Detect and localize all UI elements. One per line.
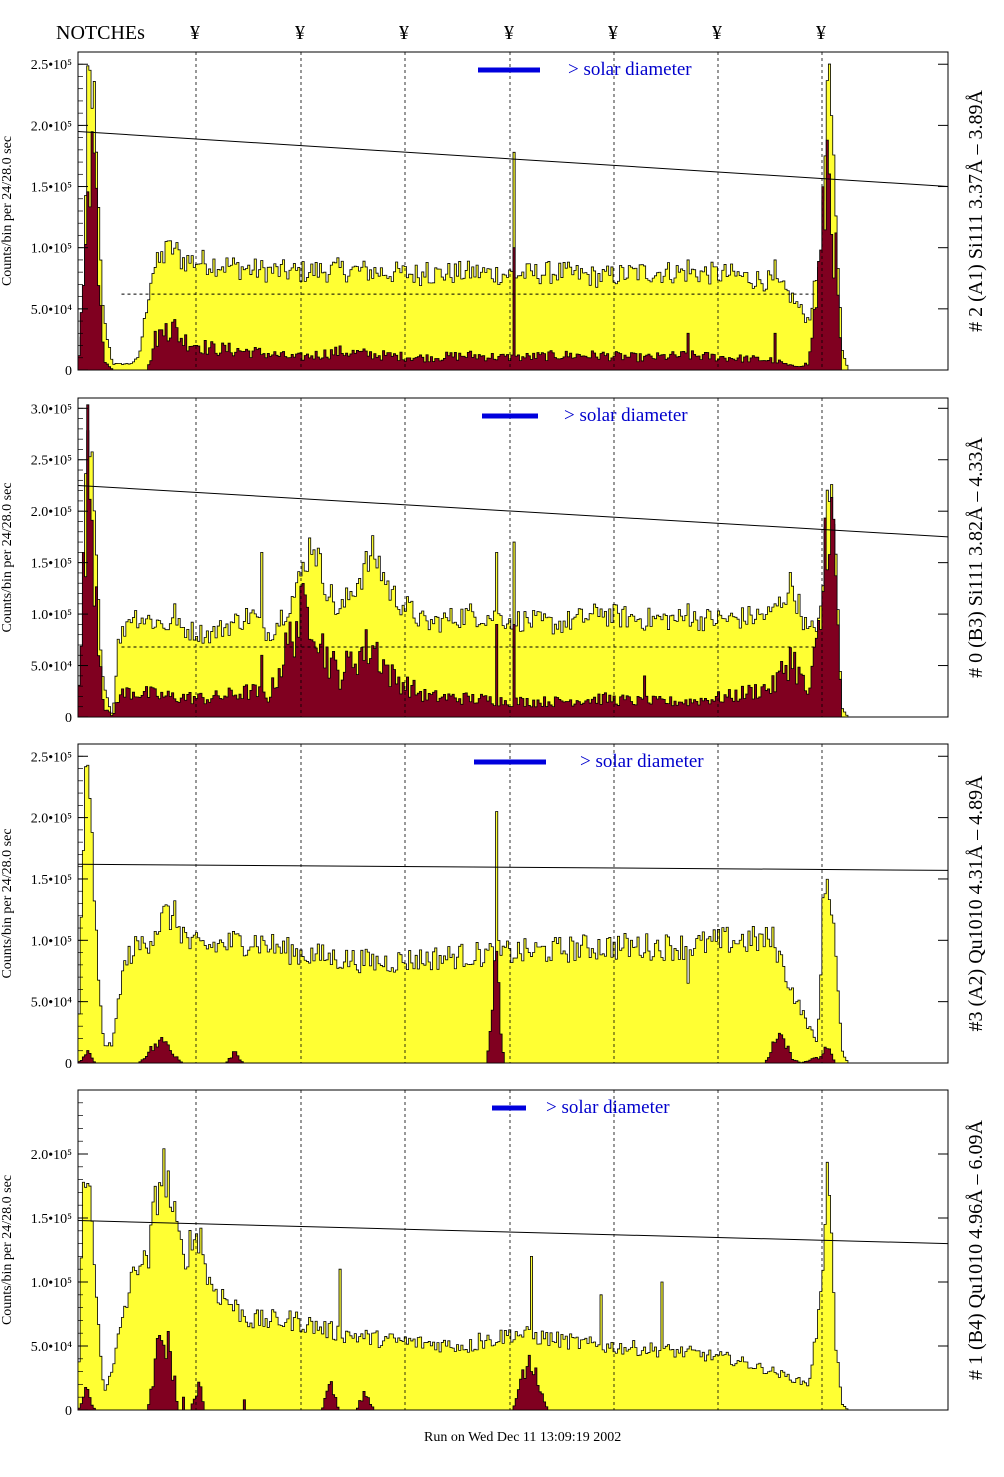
panel-label: #3 (A2) Qu1010 4.31Å – 4.89Å bbox=[965, 775, 987, 1032]
notch-marker: ¥ bbox=[608, 22, 618, 44]
y-tick-label: 2.5•10⁵ bbox=[31, 58, 72, 73]
y-tick-label: 1.0•10⁵ bbox=[31, 242, 72, 257]
y-tick-label: 1.0•10⁵ bbox=[31, 934, 72, 949]
series-clean-area bbox=[77, 404, 948, 718]
panel-3: 0 5.0•10⁴ 1.0•10⁵ 1.5•10⁵ 2.0•10⁵ Counts/bin … bbox=[0, 1089, 987, 1419]
y-tick-label: 2.0•10⁵ bbox=[31, 505, 72, 520]
notches-label: NOTCHEs bbox=[56, 22, 145, 44]
y-tick-label: 3.0•10⁵ bbox=[31, 402, 72, 417]
y-tick-label: 5.0•10⁴ bbox=[31, 660, 72, 675]
y-tick-label: 1.0•10⁵ bbox=[31, 1276, 72, 1291]
panel-1: 0 5.0•10⁴ 1.0•10⁵ 1.5•10⁵ 2.0•10⁵ 2.5•10⁵ 3.0•… bbox=[0, 397, 987, 726]
panel-0: 0 5.0•10⁴ 1.0•10⁵ 1.5•10⁵ 2.0•10⁵ 2.5•10⁵ Coun… bbox=[0, 51, 987, 379]
legend-text: > solar diameter bbox=[546, 1097, 670, 1118]
legend-text: > solar diameter bbox=[564, 405, 688, 426]
y-tick-label: 0 bbox=[65, 1057, 72, 1072]
y-tick-label: 1.5•10⁵ bbox=[31, 873, 72, 888]
legend-text: > solar diameter bbox=[580, 751, 704, 772]
series-total-area bbox=[77, 1148, 948, 1411]
series-total-area bbox=[77, 764, 948, 1064]
y-tick-label: 5.0•10⁴ bbox=[31, 996, 72, 1011]
sensitivity-line bbox=[77, 484, 949, 538]
y-tick-label: 0 bbox=[65, 711, 72, 726]
y-tick-label: 1.0•10⁵ bbox=[31, 608, 72, 623]
notch-marker: ¥ bbox=[399, 22, 409, 44]
panel-label: # 1 (B4) Qu1010 4.96Å – 6.09Å bbox=[965, 1119, 987, 1380]
notch-marker: ¥ bbox=[816, 22, 826, 44]
y-tick-label: 2.0•10⁵ bbox=[31, 119, 72, 134]
y-tick-label: 1.5•10⁵ bbox=[31, 181, 72, 196]
notch-marker: ¥ bbox=[295, 22, 305, 44]
y-tick-label: 2.0•10⁵ bbox=[31, 812, 72, 827]
notch-marker: ¥ bbox=[190, 22, 200, 44]
y-tick-label: 1.5•10⁵ bbox=[31, 557, 72, 572]
y-axis-label: Counts/bin per 24/28.0 sec bbox=[0, 1175, 15, 1325]
y-tick-label: 2.5•10⁵ bbox=[31, 454, 72, 469]
legend-text: > solar diameter bbox=[568, 59, 692, 80]
y-tick-label: 2.5•10⁵ bbox=[31, 750, 72, 765]
sensitivity-line bbox=[77, 1220, 949, 1245]
panel-label: # 2 (A1) Si111 3.37Å – 3.89Å bbox=[965, 90, 987, 332]
series-clean-area bbox=[77, 950, 948, 1064]
y-tick-label: 2.0•10⁵ bbox=[31, 1148, 72, 1163]
sensitivity-line bbox=[77, 863, 949, 871]
notch-marker: ¥ bbox=[712, 22, 722, 44]
notch-marker: ¥ bbox=[504, 22, 514, 44]
y-tick-label: 0 bbox=[65, 364, 72, 379]
series-total-area bbox=[77, 63, 948, 371]
y-tick-label: 0 bbox=[65, 1404, 72, 1419]
y-axis-label: Counts/bin per 24/28.0 sec bbox=[0, 482, 15, 632]
panel-2: 0 5.0•10⁴ 1.0•10⁵ 1.5•10⁵ 2.0•10⁵ 2.5•10⁵ Coun… bbox=[0, 743, 987, 1072]
footer-timestamp: Run on Wed Dec 11 13:09:19 2002 bbox=[424, 1430, 621, 1445]
y-axis-label: Counts/bin per 24/28.0 sec bbox=[0, 136, 15, 286]
series-clean-area bbox=[77, 131, 948, 371]
panel-label: # 0 (B3) Si111 3.82Å – 4.33Å bbox=[965, 437, 987, 678]
y-tick-label: 1.5•10⁵ bbox=[31, 1212, 72, 1227]
y-tick-label: 5.0•10⁴ bbox=[31, 1340, 72, 1355]
y-axis-label: Counts/bin per 24/28.0 sec bbox=[0, 828, 15, 978]
series-clean-area bbox=[77, 1331, 948, 1411]
notch-markers: ¥ ¥ ¥ ¥ ¥ ¥ ¥ bbox=[190, 22, 826, 44]
panels: 0 5.0•10⁴ 1.0•10⁵ 1.5•10⁵ 2.0•10⁵ 2.5•10⁵ Coun… bbox=[0, 51, 987, 1419]
y-tick-label: 5.0•10⁴ bbox=[31, 303, 72, 318]
sensitivity-line bbox=[77, 131, 949, 188]
